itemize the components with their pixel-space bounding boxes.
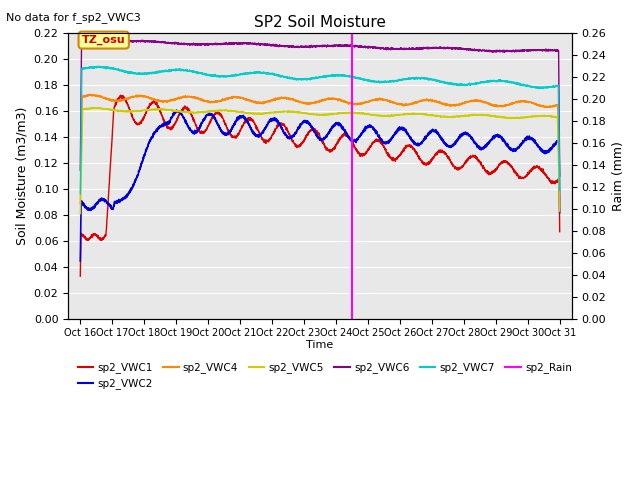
Text: TZ_osu: TZ_osu: [82, 35, 125, 45]
Text: No data for f_sp2_VWC3: No data for f_sp2_VWC3: [6, 12, 141, 23]
Title: SP2 Soil Moisture: SP2 Soil Moisture: [254, 15, 386, 30]
Y-axis label: Raim (mm): Raim (mm): [612, 141, 625, 211]
Y-axis label: Soil Moisture (m3/m3): Soil Moisture (m3/m3): [15, 107, 28, 245]
Legend: sp2_VWC1, sp2_VWC2, sp2_VWC4, sp2_VWC5, sp2_VWC6, sp2_VWC7, sp2_Rain: sp2_VWC1, sp2_VWC2, sp2_VWC4, sp2_VWC5, …: [74, 358, 576, 394]
X-axis label: Time: Time: [307, 340, 333, 350]
